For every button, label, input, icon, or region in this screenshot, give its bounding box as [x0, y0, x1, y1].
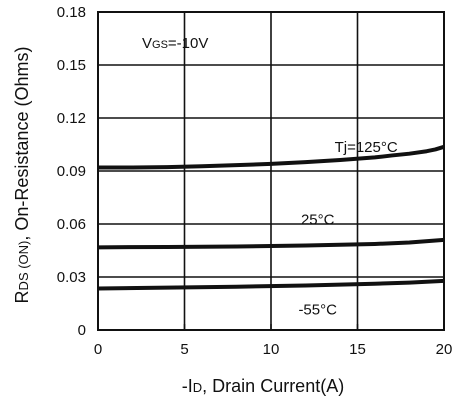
x-tick-label: 20 — [436, 341, 453, 358]
y-tick-label: 0.09 — [57, 163, 86, 180]
x-tick-label: 10 — [263, 341, 280, 358]
condition-label: VGS=-10V — [142, 35, 208, 52]
y-tick-label: 0.18 — [57, 4, 86, 21]
data-series — [97, 144, 445, 291]
series-line-0 — [98, 144, 445, 170]
series-line-2 — [97, 278, 445, 291]
series-line-1 — [97, 237, 445, 250]
x-tick-label: 15 — [349, 341, 366, 358]
series-label: -55°C — [298, 302, 337, 319]
x-tick-label: 5 — [180, 341, 188, 358]
x-tick-label: 0 — [94, 341, 102, 358]
y-axis-title: RDS (ON), On-Resistance (Ohms) — [12, 47, 32, 304]
series-label: Tj=125°C — [335, 139, 398, 156]
axis-titles: -ID, Drain Current(A) RDS (ON), On-Resist… — [12, 47, 344, 396]
series-label: 25°C — [301, 212, 335, 229]
plot-frame — [97, 11, 445, 331]
grid-lines — [98, 12, 444, 330]
y-tick-label: 0.15 — [57, 57, 86, 74]
x-axis-title: -ID, Drain Current(A) — [182, 376, 344, 396]
tick-labels: 0 5 10 15 20 0 0.03 0.06 0.09 0.12 0.15 0.18 — [57, 4, 453, 358]
y-tick-label: 0.03 — [57, 269, 86, 286]
y-tick-label: 0.06 — [57, 216, 86, 233]
annotations: Tj=125°C 25°C -55°C VGS=-10V — [142, 35, 398, 319]
y-tick-label: 0 — [78, 322, 86, 339]
y-tick-label: 0.12 — [57, 110, 86, 127]
